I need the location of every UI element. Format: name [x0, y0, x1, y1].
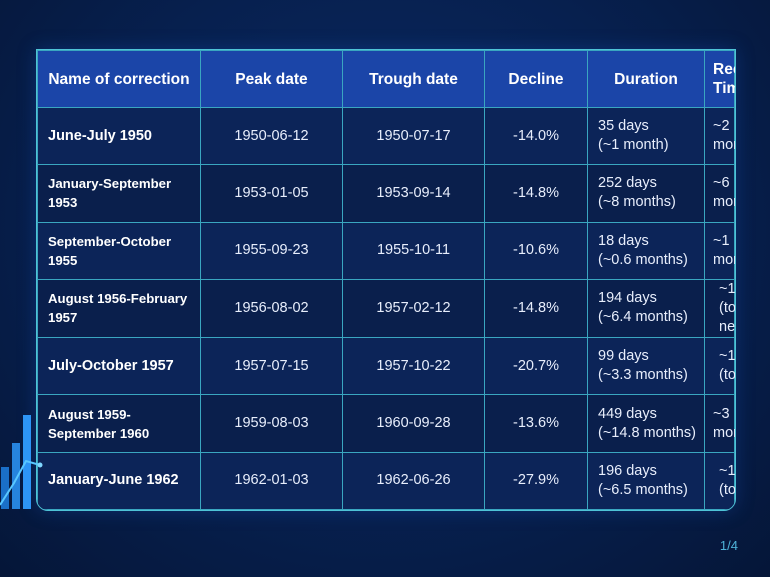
cell-name: January-June 1962 — [37, 451, 201, 510]
cell-peak-date: 1957-07-15 — [200, 337, 343, 396]
recovery-line: ~19 months — [719, 280, 736, 297]
cell-recovery-time: ~3 months — [704, 394, 735, 453]
cell-peak-date: 1956-08-02 — [200, 278, 343, 339]
deco-trend-point — [37, 462, 43, 468]
corrections-table-container: Name of correction Peak date Trough date… — [36, 49, 736, 511]
cell-name: August 1959-September 1960 — [37, 394, 201, 453]
cell-decline: -20.7% — [484, 337, 588, 396]
duration-months: (~3.3 months) — [598, 367, 688, 384]
cell-trough-date: 1957-02-12 — [342, 278, 485, 339]
cell-name: August 1956-February 1957 — [37, 278, 201, 339]
cell-duration: 449 days (~14.8 months) — [587, 394, 705, 453]
cell-name: January-September 1953 — [37, 164, 201, 223]
duration-days: 99 days — [598, 348, 649, 365]
duration-days: 252 days — [598, 175, 657, 192]
cell-trough-date: 1950-07-17 — [342, 106, 485, 166]
cell-duration: 194 days (~6.4 months) — [587, 278, 705, 339]
cell-duration: 196 days (~6.5 months) — [587, 451, 705, 510]
cell-peak-date: 1955-09-23 — [200, 221, 343, 280]
duration-months: (~0.6 months) — [598, 251, 688, 268]
header-trough-date: Trough date — [342, 50, 485, 108]
cell-decline: -13.6% — [484, 394, 588, 453]
header-decline: Decline — [484, 50, 588, 108]
deco-bar — [1, 467, 9, 509]
cell-recovery-time: ~1 month — [704, 221, 735, 280]
header-name-of-correction: Name of correction — [37, 50, 201, 108]
table-row: January-June 1962 1962-01-03 1962-06-26 … — [37, 451, 736, 510]
cell-recovery-time: ~14 months (to Sep 1963) — [704, 451, 736, 510]
table-row: September-October 1955 1955-09-23 1955-1… — [37, 221, 735, 280]
cell-recovery-time: ~6 months — [704, 164, 735, 223]
recovery-line: (to Sep 1958) — [719, 367, 736, 384]
cell-duration: 18 days (~0.6 months) — [587, 221, 705, 280]
cell-recovery-time: ~11 months (to Sep 1958) — [704, 337, 736, 396]
duration-months: (~6.4 months) — [598, 309, 688, 326]
page-indicator: 1/4 — [719, 538, 738, 553]
cell-decline: -14.8% — [484, 164, 588, 223]
cell-trough-date: 1960-09-28 — [342, 394, 485, 453]
recovery-line: ~11 months — [719, 348, 735, 365]
recovery-line: (to Sep 1958 — [719, 299, 736, 316]
cell-name: July-October 1957 — [37, 337, 201, 396]
duration-months: (~14.8 months) — [598, 424, 696, 441]
cell-decline: -14.8% — [484, 278, 588, 339]
cell-peak-date: 1953-01-05 — [200, 164, 343, 223]
cell-name: September-October 1955 — [37, 221, 201, 280]
cell-decline: -10.6% — [484, 221, 588, 280]
cell-duration: 252 days (~8 months) — [587, 164, 705, 223]
table-row: August 1959-September 1960 1959-08-03 19… — [37, 394, 735, 453]
duration-days: 196 days — [598, 462, 657, 479]
duration-months: (~6.5 months) — [598, 481, 688, 498]
cell-trough-date: 1955-10-11 — [342, 221, 485, 280]
table-header-row: Name of correction Peak date Trough date… — [37, 50, 735, 108]
recovery-line: new high) — [719, 318, 736, 335]
cell-recovery-time: ~19 months (to Sep 1958 new high) — [704, 278, 736, 339]
cell-trough-date: 1953-09-14 — [342, 164, 485, 223]
cell-peak-date: 1950-06-12 — [200, 106, 343, 166]
cell-duration: 35 days (~1 month) — [587, 106, 705, 166]
cell-name: June-July 1950 — [37, 106, 201, 166]
recovery-line: (to Sep 1963) — [719, 481, 736, 498]
cell-decline: -27.9% — [484, 451, 588, 510]
duration-days: 194 days — [598, 290, 657, 307]
deco-trend-line — [0, 459, 41, 506]
recovery-line: ~14 months — [719, 462, 736, 479]
duration-days: 18 days — [598, 232, 649, 249]
bar-chart-trend-icon — [0, 415, 43, 509]
duration-days: 35 days — [598, 118, 649, 135]
table-row: January-September 1953 1953-01-05 1953-0… — [37, 164, 735, 223]
cell-decline: -14.0% — [484, 106, 588, 166]
table-row: July-October 1957 1957-07-15 1957-10-22 … — [37, 337, 736, 396]
cell-peak-date: 1962-01-03 — [200, 451, 343, 510]
header-peak-date: Peak date — [200, 50, 343, 108]
cell-duration: 99 days (~3.3 months) — [587, 337, 705, 396]
header-duration: Duration — [587, 50, 705, 108]
cell-trough-date: 1957-10-22 — [342, 337, 485, 396]
table-row: August 1956-February 1957 1956-08-02 195… — [37, 278, 736, 339]
deco-bar — [12, 443, 20, 509]
duration-months: (~8 months) — [598, 194, 676, 211]
duration-days: 449 days — [598, 405, 657, 422]
duration-months: (~1 month) — [598, 137, 669, 154]
cell-recovery-time: ~2 months — [704, 106, 735, 166]
corrections-table: Name of correction Peak date Trough date… — [37, 50, 735, 510]
table-row: June-July 1950 1950-06-12 1950-07-17 -14… — [37, 106, 735, 166]
header-recovery-time: Recovery Time — [704, 50, 735, 108]
cell-trough-date: 1962-06-26 — [342, 451, 485, 510]
cell-peak-date: 1959-08-03 — [200, 394, 343, 453]
